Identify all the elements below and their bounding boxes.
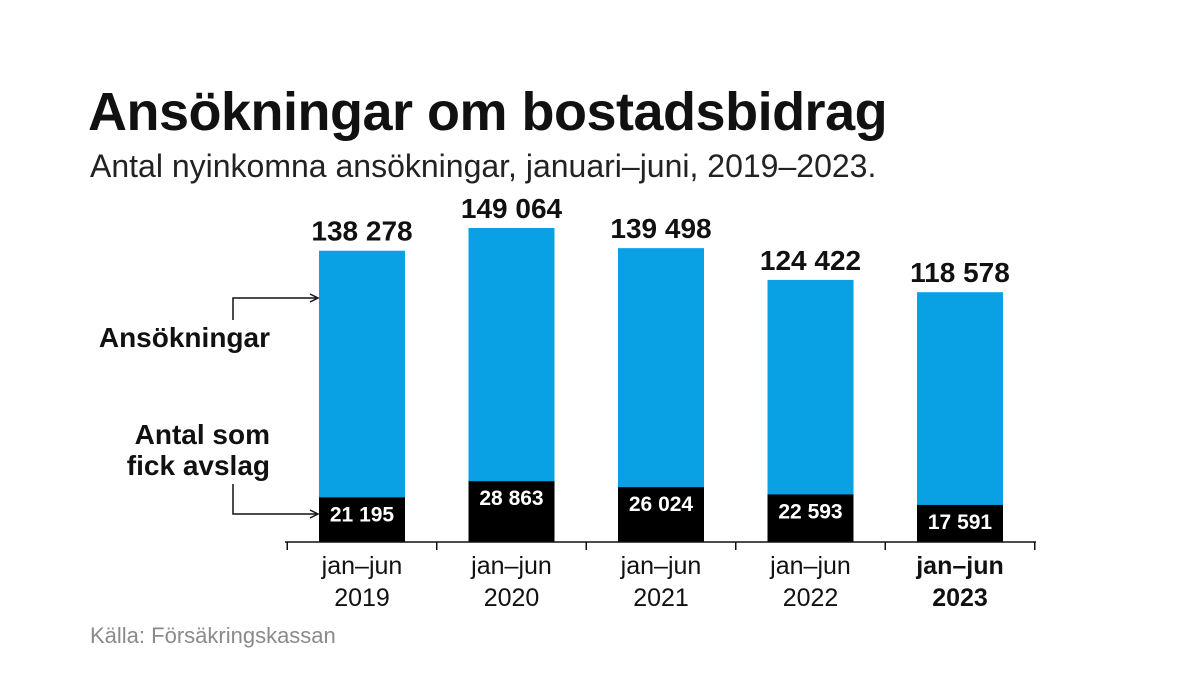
- bar-rejections-1: [468, 481, 555, 542]
- data-label-applications-2: 139 498: [610, 213, 711, 244]
- x-tick-label-line1-2: jan–jun: [620, 552, 702, 580]
- x-tick-label-line2-4: 2023: [932, 584, 988, 612]
- chart-legend: Ansökningar Antal som fick avslag: [99, 293, 320, 519]
- data-label-applications-0: 138 278: [311, 216, 412, 247]
- legend-arrow-rejections: [232, 484, 316, 515]
- x-tick-label-line1-4: jan–jun: [915, 552, 1004, 580]
- data-label-rejections-3: 22 593: [778, 500, 842, 523]
- x-tick-label-line2-3: 2022: [783, 584, 839, 612]
- bar-rejections-0: [319, 497, 405, 542]
- data-label-applications-3: 124 422: [760, 245, 861, 276]
- x-tick-label-line2-1: 2020: [484, 584, 540, 612]
- legend-label-applications: Ansökningar: [99, 322, 270, 353]
- bar-rejections-2: [618, 487, 704, 542]
- legend-label-rejections-line1: Antal som: [135, 419, 270, 450]
- chart-title: Ansökningar om bostadsbidrag: [88, 82, 888, 142]
- bar-applications-0: [319, 250, 405, 543]
- bar-rejections-4: [917, 504, 1003, 542]
- legend-arrowhead-rejections: [309, 509, 320, 519]
- x-tick-label-line1-1: jan–jun: [470, 552, 552, 580]
- x-tick-label-line2-2: 2021: [633, 584, 689, 612]
- legend-label-rejections-line2: fick avslag: [127, 450, 270, 481]
- x-tick-label-line1-3: jan–jun: [769, 552, 851, 580]
- data-label-rejections-2: 26 024: [629, 493, 694, 516]
- data-label-rejections-0: 21 195: [330, 503, 395, 526]
- data-label-applications-4: 118 578: [910, 257, 1010, 288]
- x-tick-label-line2-0: 2019: [334, 584, 390, 612]
- data-label-applications-1: 149 064: [461, 193, 563, 224]
- bar-rejections-3: [767, 494, 854, 542]
- bar-applications-4: [917, 292, 1003, 542]
- data-label-rejections-1: 28 863: [479, 487, 543, 510]
- legend-arrow-applications: [232, 297, 316, 320]
- source-note: Källa: Försäkringskassan: [90, 623, 336, 648]
- chart-subtitle: Antal nyinkomna ansökningar, januari–jun…: [90, 148, 877, 184]
- legend-arrowhead-applications: [309, 293, 320, 303]
- data-label-rejections-4: 17 591: [928, 511, 993, 534]
- x-tick-label-line1-0: jan–jun: [321, 552, 403, 580]
